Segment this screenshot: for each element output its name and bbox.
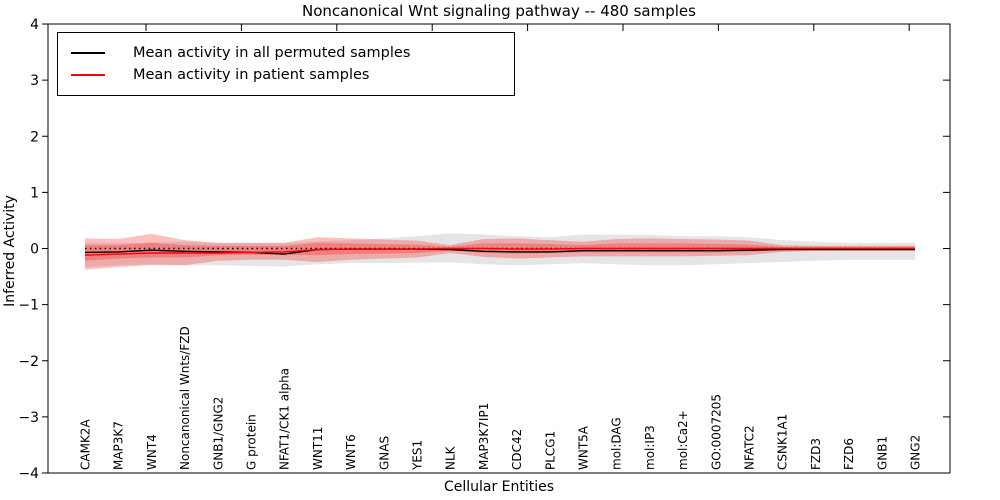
category-label: NFAT1/CK1 alpha <box>278 368 292 470</box>
legend-label-patient: Mean activity in patient samples <box>133 67 370 83</box>
y-tick-label: −1 <box>18 298 39 314</box>
chart-title: Noncanonical Wnt signaling pathway -- 48… <box>302 2 696 20</box>
permuted-line-swatch <box>71 52 105 54</box>
category-label: FZD3 <box>809 438 823 470</box>
legend-box: Mean activity in all permuted samples Me… <box>57 32 515 96</box>
y-tick-label: 1 <box>30 185 39 201</box>
category-label: CDC42 <box>510 429 524 470</box>
category-label: GNAS <box>377 436 391 470</box>
category-label: NLK <box>444 445 458 470</box>
y-tick-label: −2 <box>18 354 39 370</box>
category-label: WNT6 <box>344 434 358 470</box>
category-label: WNT4 <box>145 434 159 470</box>
category-label: MAP3K7IP1 <box>477 403 491 470</box>
category-label: FZD6 <box>842 438 856 470</box>
category-label: mol:IP3 <box>643 425 657 470</box>
legend-entry-patient: Mean activity in patient samples <box>71 67 514 83</box>
category-label: Noncanonical Wnts/FZD <box>178 326 192 470</box>
x-axis-label: Cellular Entities <box>443 479 555 495</box>
category-label: NFATC2 <box>743 425 757 470</box>
y-tick-label: 3 <box>30 73 39 89</box>
y-tick-label: 0 <box>30 242 39 258</box>
category-label: GNG2 <box>909 435 923 470</box>
category-label: CAMK2A <box>79 419 93 470</box>
y-axis-label: Inferred Activity <box>2 195 18 307</box>
category-label: mol:Ca2+ <box>676 410 690 470</box>
patient-line-swatch <box>71 74 105 76</box>
permuted-mean-line <box>84 248 915 255</box>
category-label: GNB1/GNG2 <box>211 397 225 470</box>
legend-entry-permuted: Mean activity in all permuted samples <box>71 45 514 61</box>
legend-label-permuted: Mean activity in all permuted samples <box>133 45 411 61</box>
band-permuted-samples-range <box>85 233 915 267</box>
patient-mean-line <box>84 247 915 256</box>
y-tick-label: −3 <box>18 410 39 426</box>
category-label: PLCG1 <box>543 431 557 470</box>
category-label: GO:0007205 <box>709 394 723 470</box>
category-label: CSNK1A1 <box>776 414 790 470</box>
category-label: mol:DAG <box>610 417 624 470</box>
category-label: G protein <box>245 414 259 470</box>
category-label: GNB1 <box>875 436 889 470</box>
category-label: WNT11 <box>311 427 325 470</box>
category-label: WNT5A <box>577 425 591 470</box>
category-label: MAP3K7 <box>112 421 126 470</box>
y-tick-label: 4 <box>30 17 39 33</box>
y-tick-label: 2 <box>30 129 39 145</box>
category-label: YES1 <box>411 440 425 471</box>
y-tick-label: −4 <box>18 466 39 482</box>
